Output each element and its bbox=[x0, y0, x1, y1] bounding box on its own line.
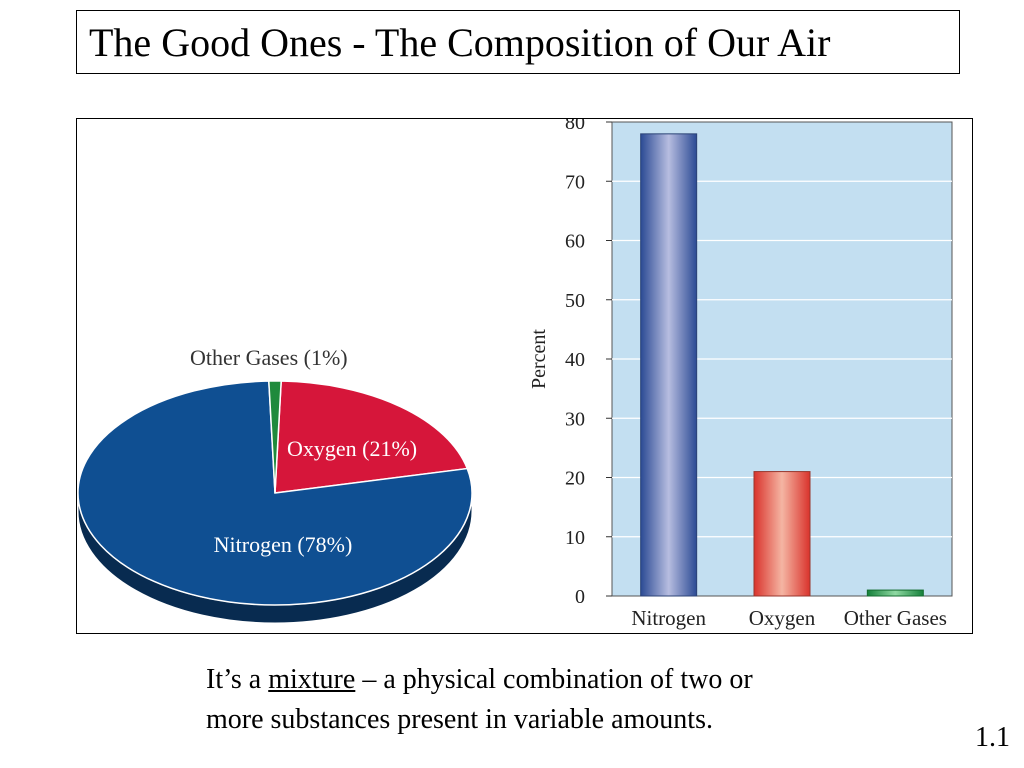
slide-number: 1.1 bbox=[975, 722, 1010, 753]
y-tick-label: 70 bbox=[565, 171, 585, 193]
pie-label-nitrogen: Nitrogen (78%) bbox=[214, 532, 353, 557]
title-box: The Good Ones - The Composition of Our A… bbox=[76, 10, 960, 74]
y-tick-label: 50 bbox=[565, 290, 585, 312]
pie-label-oxygen: Oxygen (21%) bbox=[287, 436, 417, 461]
caption-rest: – a physical combination of two or bbox=[355, 664, 753, 695]
x-tick-label-nitrogen: Nitrogen bbox=[631, 606, 706, 630]
x-tick-label-oxygen: Oxygen bbox=[749, 606, 816, 630]
pie-label-other: Other Gases (1%) bbox=[190, 345, 348, 370]
bar-other-gases bbox=[866, 589, 924, 597]
y-tick-label: 10 bbox=[565, 527, 585, 549]
y-tick-label: 0 bbox=[575, 586, 585, 608]
caption-term: mixture bbox=[268, 664, 356, 695]
bar-chart: 0 10 20 30 40 50 60 70 80 Percent Nitrogen Oxygen Ot… bbox=[528, 119, 953, 630]
y-tick-label: 30 bbox=[565, 408, 585, 430]
caption: It’s a mixture – a physical combination … bbox=[206, 660, 906, 740]
y-tick-label: 60 bbox=[565, 231, 585, 253]
y-axis-label: Percent bbox=[528, 329, 550, 389]
pie-slice-other bbox=[268, 380, 282, 494]
bar-oxygen bbox=[753, 471, 811, 597]
pie-chart: Oxygen (21%) Nitrogen (78%) Other Gases (1… bbox=[77, 345, 473, 624]
y-tick-label: 40 bbox=[565, 349, 585, 371]
x-tick-label-other-gases: Other Gases bbox=[844, 606, 947, 630]
caption-prefix: It’s a bbox=[206, 664, 269, 695]
bar-nitrogen bbox=[640, 133, 698, 597]
caption-line2: more substances present in variable amou… bbox=[206, 704, 713, 735]
air-composition-figure: Oxygen (21%) Nitrogen (78%) Other Gases (1… bbox=[77, 119, 953, 630]
slide-title: The Good Ones - The Composition of Our A… bbox=[89, 20, 831, 65]
y-tick-label: 80 bbox=[565, 119, 585, 134]
pie-slice-oxygen bbox=[274, 380, 469, 494]
y-tick-label: 20 bbox=[565, 468, 585, 490]
figure-box: Oxygen (21%) Nitrogen (78%) Other Gases (1… bbox=[76, 118, 973, 634]
